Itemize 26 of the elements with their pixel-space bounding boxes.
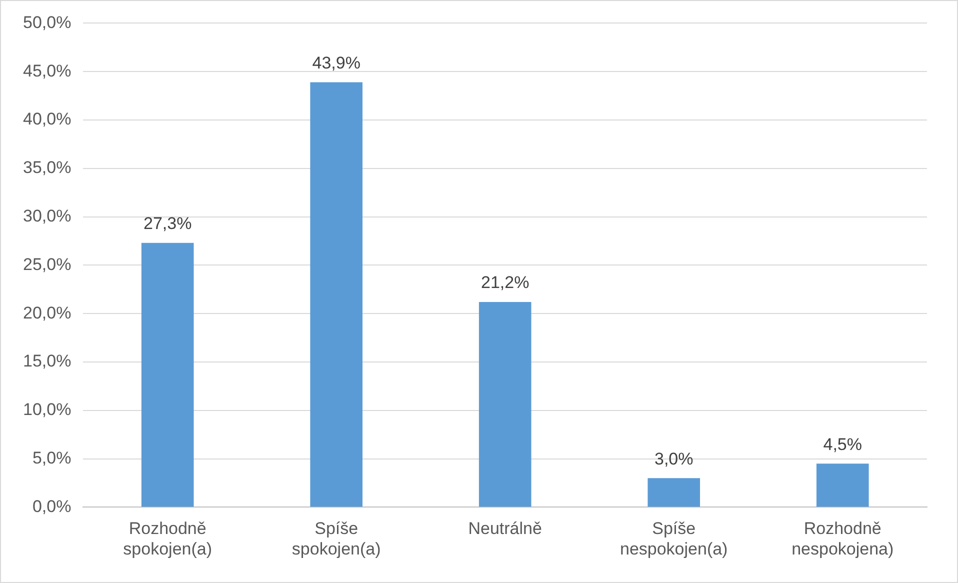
y-tick-label: 0,0% <box>32 496 72 516</box>
y-tick-label: 50,0% <box>23 12 72 32</box>
y-tick-label: 20,0% <box>23 303 72 322</box>
data-label: 3,0% <box>654 449 694 468</box>
bar <box>310 82 362 507</box>
y-tick-label: 15,0% <box>23 352 72 371</box>
data-label: 27,3% <box>143 214 192 234</box>
y-tick-label: 25,0% <box>23 254 72 274</box>
x-tick-label: Neutrálně <box>468 519 542 538</box>
x-tick-label: Rozhodně spokojen(a) <box>123 519 212 558</box>
x-tick-label: Spíše spokojen(a) <box>292 519 381 558</box>
bar <box>141 242 194 507</box>
y-tick-label: 5,0% <box>32 448 72 468</box>
y-tick-label: 10,0% <box>23 400 72 420</box>
data-label: 21,2% <box>481 273 530 292</box>
x-tick-label: Spíše nespokojen(a) <box>620 519 728 558</box>
y-tick-label: 30,0% <box>23 206 72 226</box>
bar <box>816 464 869 507</box>
x-tick-label: Rozhodně nespokojena) <box>792 519 894 558</box>
data-label: 43,9% <box>312 53 360 72</box>
bar <box>648 478 700 507</box>
y-tick-label: 45,0% <box>23 61 72 80</box>
bar <box>478 302 532 507</box>
y-tick-label: 40,0% <box>23 110 72 129</box>
y-tick-label: 35,0% <box>23 158 72 178</box>
data-label: 4,5% <box>823 434 862 454</box>
